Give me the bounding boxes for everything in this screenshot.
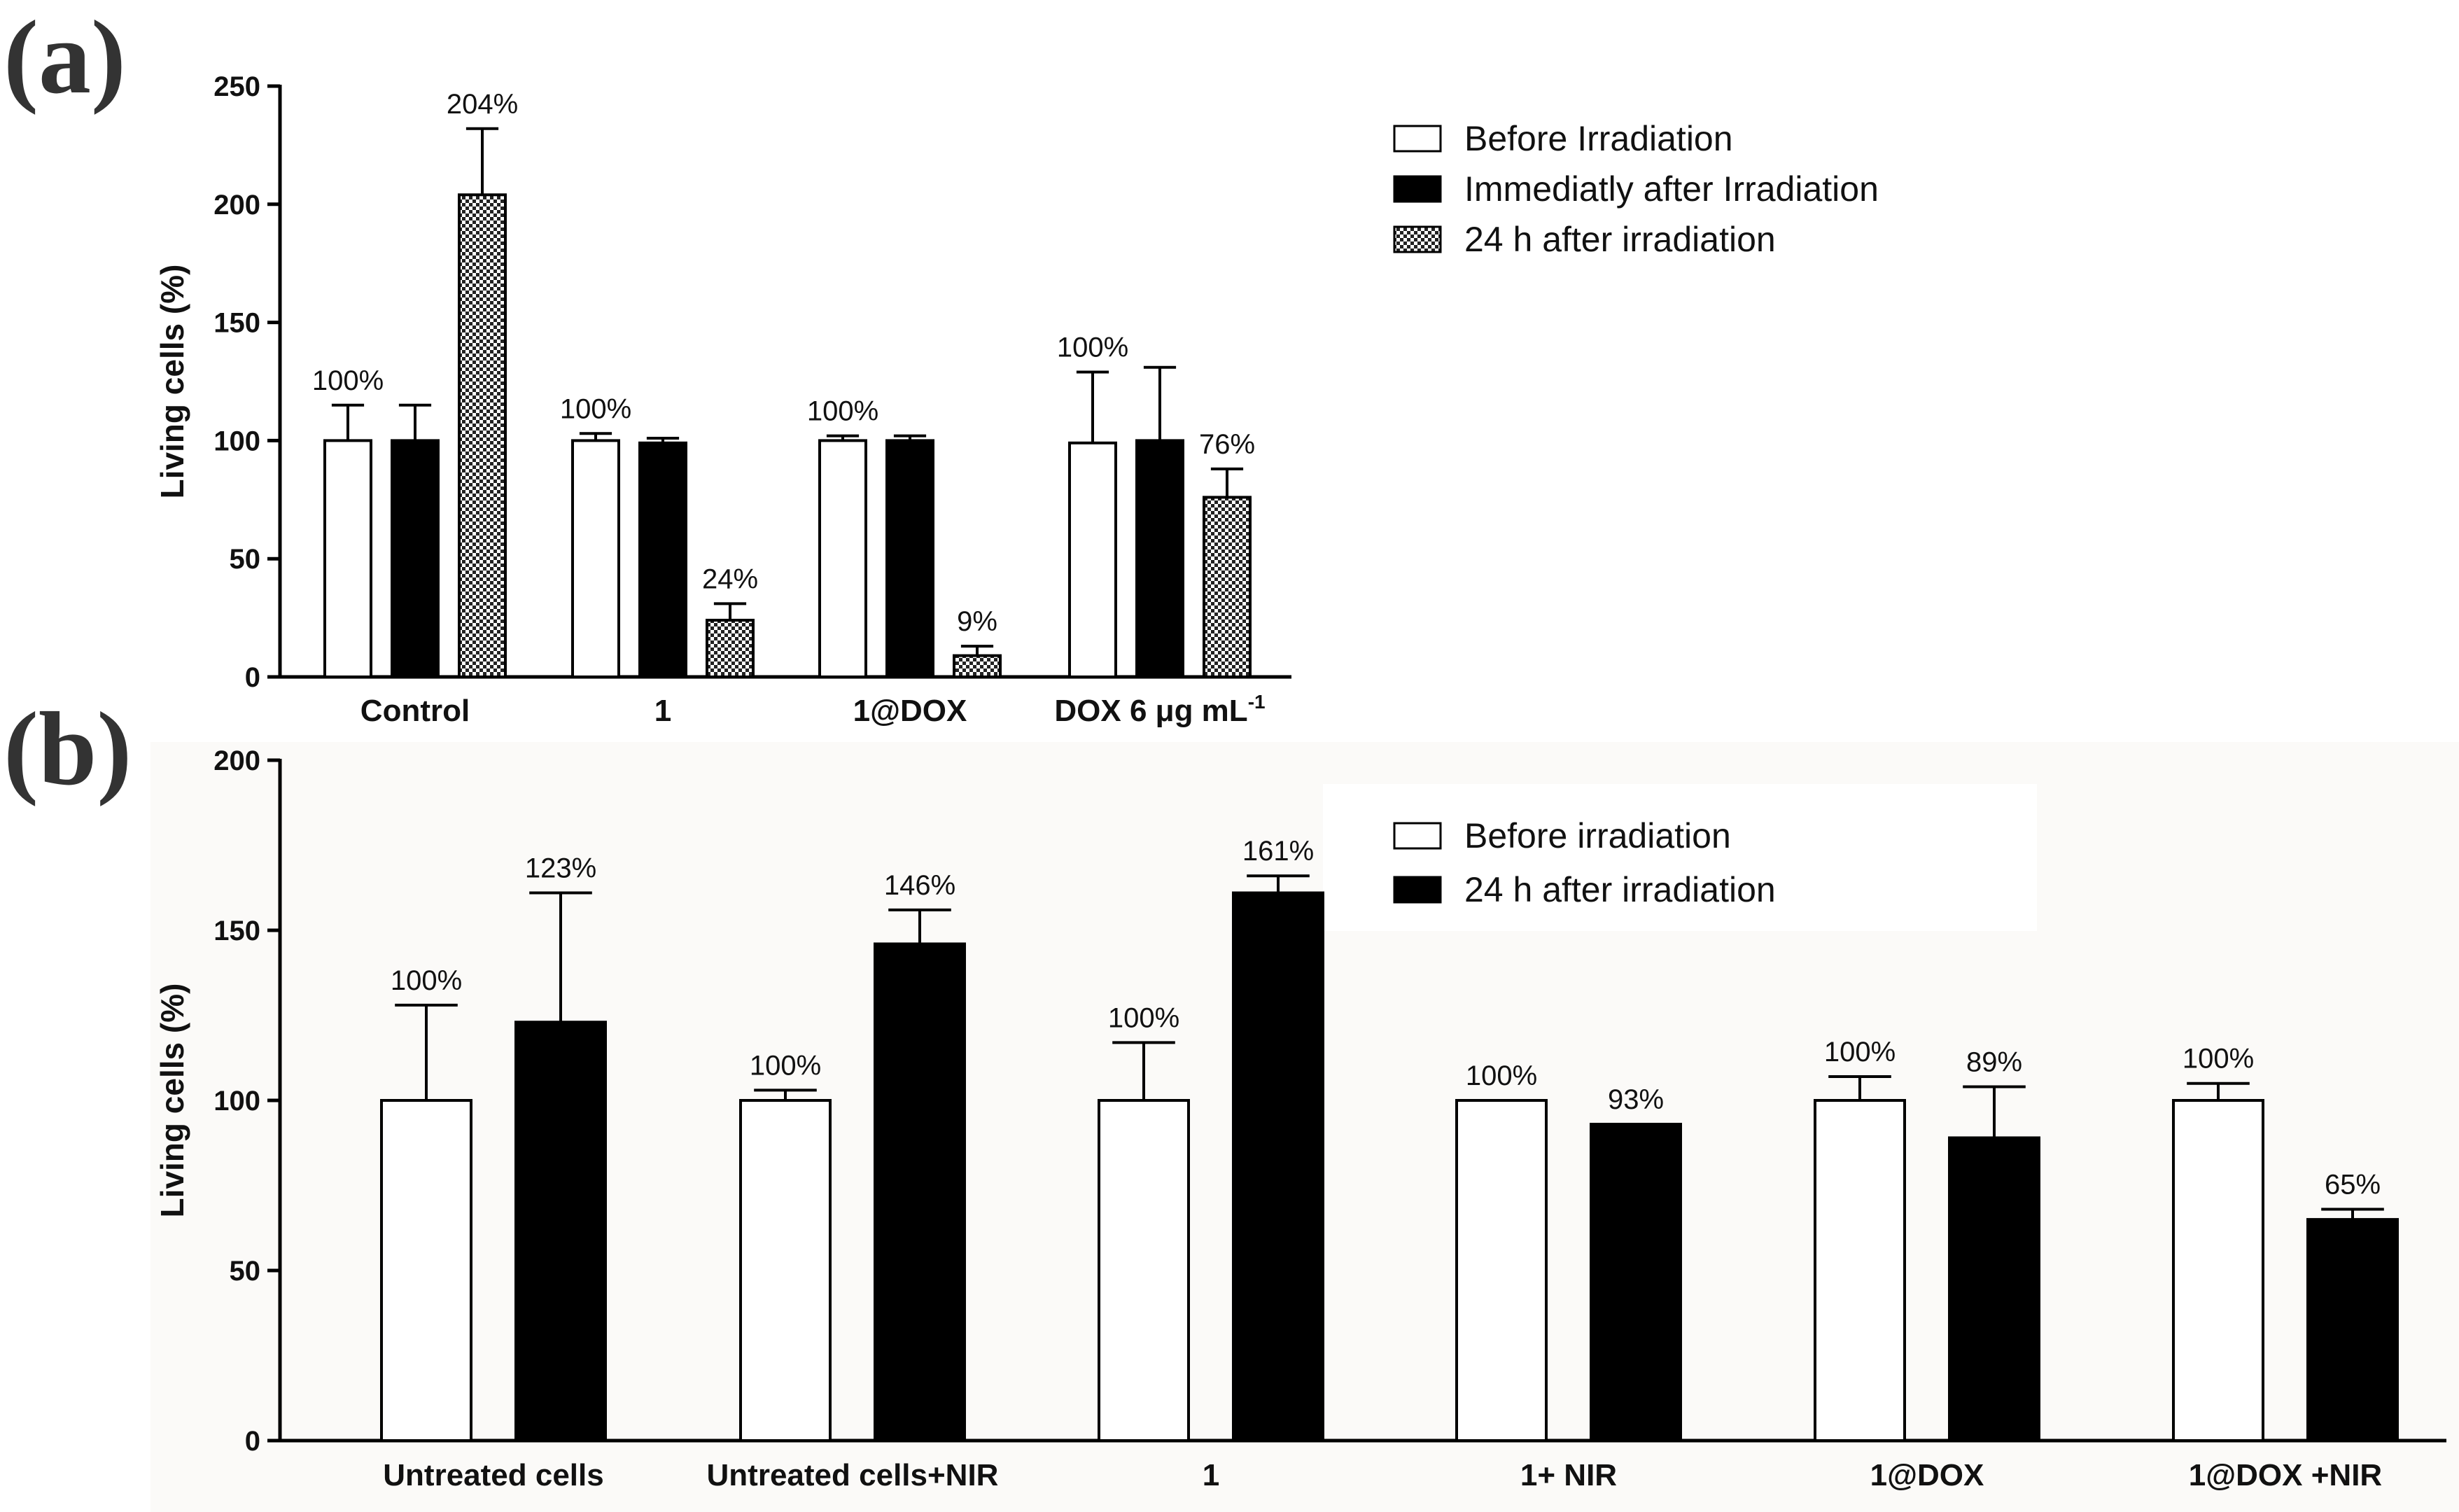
data-label: 100% [2183, 1044, 2254, 1074]
data-label: 204% [447, 89, 518, 120]
bar-black-0 [514, 1021, 607, 1442]
bar-black-1 [874, 942, 966, 1442]
bar-white-4 [1814, 1099, 1906, 1442]
y-tick-label: 100 [213, 1086, 260, 1116]
data-label: 76% [1199, 429, 1255, 460]
data-label: 100% [750, 1050, 821, 1081]
panel-a-chart: (a) 0 50 100 150 200 250 Living cells (%) Contro… [3, 0, 1879, 728]
category-label: 1 [1203, 1458, 1219, 1492]
legend-label: 24 h after irradiation [1464, 870, 1776, 909]
data-label: 146% [884, 870, 955, 901]
panel-b-chart: (b) 0 50 100 150 200 Living cells (%) Untreated… [3, 691, 2446, 1492]
bar-black-3 [1590, 1123, 1682, 1443]
bar-black-4 [1948, 1136, 2040, 1442]
y-tick-label: 250 [213, 71, 260, 102]
y-tick-label: 0 [245, 662, 260, 693]
bar-black-5 [2306, 1218, 2399, 1442]
data-label: 100% [560, 393, 631, 424]
y-tick-label: 100 [213, 426, 260, 456]
category-label: Control [360, 694, 470, 728]
bar-black-2 [885, 439, 934, 679]
data-label: 89% [1966, 1047, 2022, 1078]
data-label: 100% [391, 965, 462, 996]
category-superscript: -1 [1248, 691, 1266, 713]
bar-black-0 [391, 439, 440, 679]
legend-label: Before irradiation [1464, 816, 1731, 855]
bar-black-2 [1232, 891, 1324, 1443]
legend-label: 24 h after irradiation [1464, 220, 1776, 259]
bar-white-2 [1098, 1099, 1190, 1442]
bar-checker-3 [1203, 496, 1252, 678]
bar-white-2 [818, 439, 867, 679]
category-label: 1+ NIR [1520, 1458, 1617, 1492]
category-label: DOX 6 μg mL-1 [1054, 691, 1265, 728]
bar-white-0 [380, 1099, 472, 1442]
legend-swatch-black [1393, 876, 1442, 904]
y-tick-label: 200 [213, 190, 260, 220]
bar-checker-0 [458, 193, 507, 678]
legend-swatch-white [1393, 125, 1442, 153]
bar-white-0 [323, 439, 372, 679]
data-label: 100% [1824, 1037, 1896, 1068]
data-label: 24% [702, 564, 758, 594]
data-label: 100% [1057, 332, 1128, 363]
y-tick-label: 150 [213, 916, 260, 946]
y-axis-title: Living cells (%) [154, 265, 190, 499]
bar-black-3 [1135, 439, 1184, 679]
legend-label: Before Irradiation [1464, 119, 1733, 158]
y-tick-label: 50 [230, 1256, 261, 1287]
category-label: Untreated cells+NIR [707, 1458, 999, 1492]
data-label: 123% [525, 853, 596, 884]
bar-white-1 [739, 1099, 832, 1442]
y-tick-label: 150 [213, 308, 260, 339]
panel-label-a: (a) [3, 0, 126, 115]
category-label: 1 [654, 694, 671, 728]
data-label: 161% [1242, 836, 1314, 867]
data-label: 100% [807, 396, 878, 427]
bar-white-5 [2172, 1099, 2264, 1442]
bar-checker-1 [706, 618, 755, 679]
bar-white-3 [1455, 1099, 1548, 1442]
panel-label-b: (b) [3, 691, 132, 807]
category-label: Untreated cells [383, 1458, 603, 1492]
legend-swatch-white [1393, 822, 1442, 850]
category-label: 1@DOX [1870, 1458, 1984, 1492]
bar-checker-2 [953, 654, 1002, 679]
legend-swatch-black [1393, 175, 1442, 203]
y-tick-label: 50 [230, 544, 261, 575]
data-label: 100% [1466, 1060, 1537, 1091]
y-tick-label: 0 [245, 1426, 260, 1457]
y-axis-title: Living cells (%) [154, 983, 190, 1218]
data-label: 9% [957, 606, 997, 637]
data-label: 100% [312, 365, 384, 396]
bar-black-1 [638, 441, 687, 678]
category-label: 1@DOX +NIR [2189, 1458, 2382, 1492]
category-label: 1@DOX [853, 694, 967, 728]
data-label: 100% [1108, 1002, 1179, 1033]
data-label: 93% [1608, 1084, 1664, 1115]
data-label: 65% [2325, 1170, 2381, 1200]
legend-swatch-checker [1393, 225, 1442, 253]
legend-label: Immediatly after Irradiation [1464, 169, 1879, 209]
bar-white-1 [571, 439, 620, 679]
y-tick-label: 200 [213, 746, 260, 776]
panel-b-legend-background [1323, 784, 2037, 931]
bar-white-3 [1068, 441, 1117, 678]
